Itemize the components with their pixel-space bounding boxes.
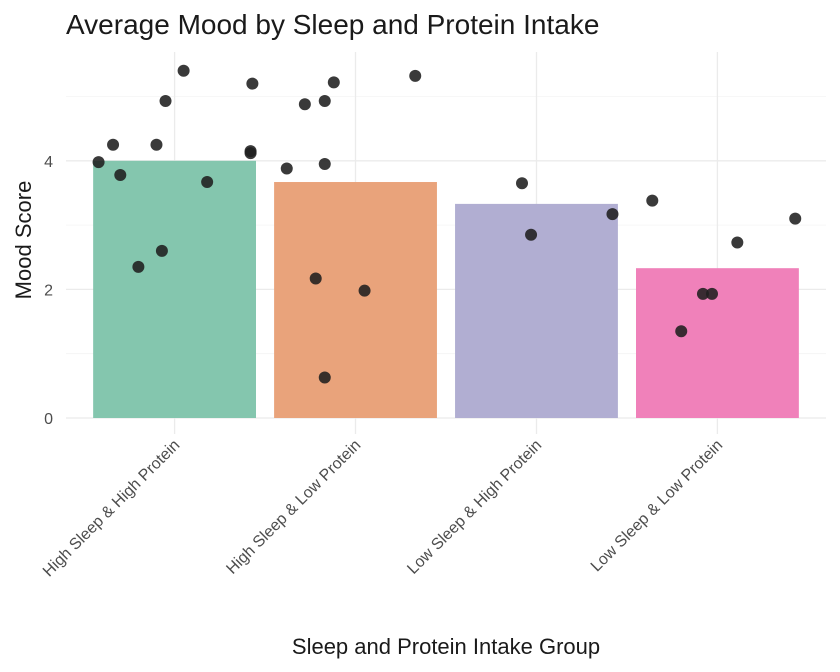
data-point [675, 325, 688, 338]
data-point [696, 287, 709, 300]
bar [455, 203, 618, 418]
data-point [132, 260, 145, 273]
data-point [318, 158, 331, 171]
data-point [525, 228, 538, 241]
data-point [155, 244, 168, 257]
x-tick-label: High Sleep & Low Protein [223, 437, 364, 578]
data-point [731, 236, 744, 249]
data-point [298, 98, 311, 111]
data-point [114, 168, 127, 181]
y-axis-title: Mood Score [11, 181, 36, 300]
data-point [177, 64, 190, 77]
plot-panel: 0 2 4 High Sleep & High Protein High Sleep &… [40, 52, 826, 580]
data-point [789, 212, 802, 225]
data-point [201, 176, 214, 189]
data-point [107, 138, 120, 151]
x-tick-label: Low Sleep & High Protein [404, 437, 545, 578]
data-point [516, 177, 528, 190]
x-tick-label: Low Sleep & Low Protein [588, 437, 726, 575]
data-point [318, 95, 331, 108]
chart-title: Average Mood by Sleep and Protein Intake [66, 9, 599, 40]
x-tick-label: High Sleep & High Protein [40, 437, 183, 580]
data-point [327, 76, 340, 89]
y-tick-label: 2 [44, 282, 53, 299]
data-point [309, 272, 322, 285]
data-point [706, 287, 718, 300]
data-point [606, 208, 619, 221]
bar [636, 268, 799, 418]
data-point [318, 371, 331, 384]
data-point [150, 138, 163, 151]
data-point [280, 162, 293, 175]
data-point [159, 95, 172, 108]
bar [274, 182, 437, 418]
data-point [246, 77, 259, 90]
data-point [92, 156, 105, 169]
x-axis-title: Sleep and Protein Intake Group [292, 634, 600, 659]
data-point [646, 194, 659, 207]
y-tick-label: 4 [44, 154, 53, 171]
data-point [358, 284, 371, 297]
data-point [244, 147, 257, 160]
y-tick-label: 0 [44, 411, 53, 428]
data-point [409, 69, 422, 82]
bar [93, 160, 257, 419]
